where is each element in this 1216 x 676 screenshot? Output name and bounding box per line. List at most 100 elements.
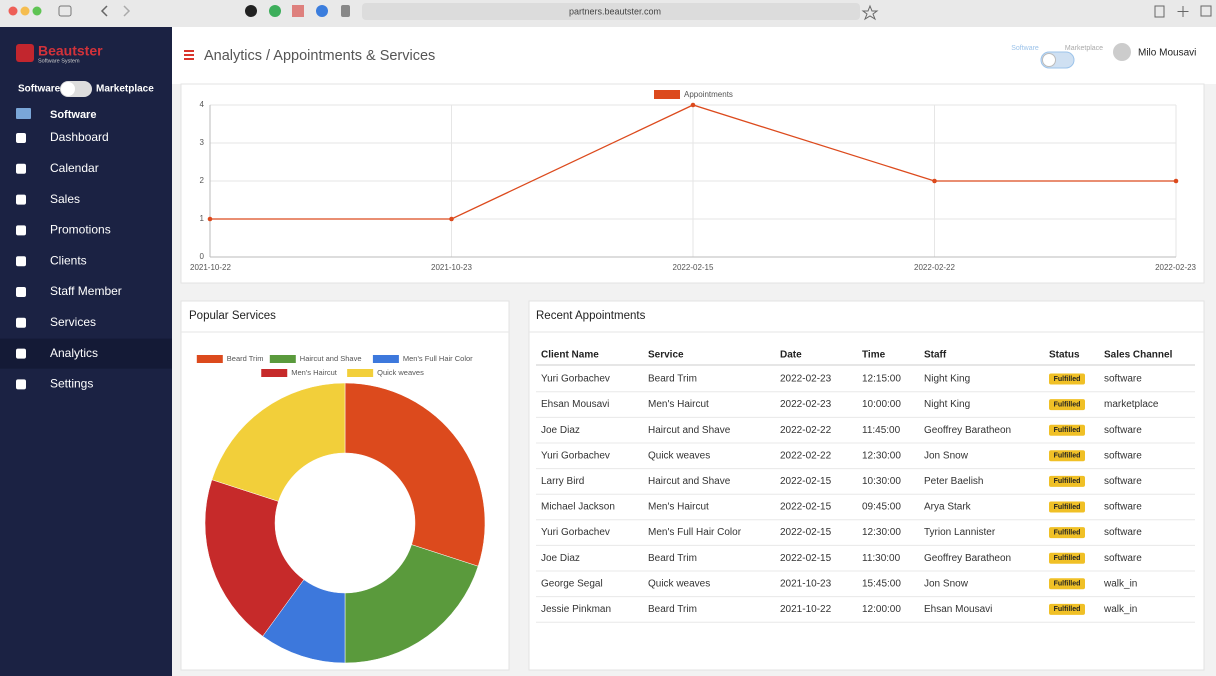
table-cell: Quick weaves [648,450,710,461]
brand-logo [16,44,34,62]
menu-item[interactable]: Dashboard [50,130,109,144]
status-label: Fulfilled [1054,376,1081,383]
menu-item[interactable]: Services [50,315,96,329]
card-title: Popular Services [189,310,276,322]
table-cell: Jessie Pinkman [541,604,611,615]
table-cell: 11:45:00 [862,425,901,436]
status-label: Fulfilled [1054,427,1081,434]
legend-label: Appointments [684,90,733,99]
column-header: Staff [924,350,947,361]
close-button[interactable] [9,7,18,16]
table-cell: Yuri Gorbachev [541,527,610,538]
menu-icon [16,287,26,297]
table-cell: 15:45:00 [862,578,901,589]
menu-item[interactable]: Promotions [50,223,111,237]
table-cell: walk_in [1103,604,1137,615]
url: partners.beautster.com [569,6,661,16]
legend-swatch [270,355,296,363]
status-label: Fulfilled [1054,555,1081,562]
toggle-label: Marketplace [96,84,154,95]
point [691,103,696,108]
table-cell: Peter Baelish [924,476,983,487]
extension-icon[interactable] [316,5,328,17]
column-header: Client Name [541,350,599,361]
brand-name: Beautster [38,43,103,59]
table-cell: Beard Trim [648,553,697,564]
menu-item[interactable]: Clients [50,253,87,267]
legend-swatch [373,355,399,363]
point [1174,179,1179,184]
y-tick-label: 2 [200,176,205,185]
x-tick-label: 2022-02-15 [673,263,714,272]
column-header: Sales Channel [1104,350,1173,361]
table-cell: Jon Snow [924,578,969,589]
menu-icon [16,349,26,359]
table-cell: 2022-02-15 [780,553,832,564]
table-cell: software [1104,527,1142,538]
card-title: Recent Appointments [536,310,646,322]
table-cell: marketplace [1104,399,1159,410]
extension-icon[interactable] [341,5,350,17]
toggle-label: Software [1011,45,1039,52]
table-cell: software [1104,425,1142,436]
table-cell: Yuri Gorbachev [541,450,610,461]
menu-item[interactable]: Settings [50,377,93,391]
table-cell: Arya Stark [924,502,972,513]
legend-label: Quick weaves [377,368,424,377]
table-cell: 2022-02-15 [780,527,832,538]
column-header: Status [1049,350,1080,361]
table-cell: 09:45:00 [862,502,901,513]
x-tick-label: 2021-10-23 [431,263,472,272]
menu-item[interactable]: Staff Member [50,284,122,298]
table-cell: Night King [924,399,970,410]
table-cell: Haircut and Shave [648,476,731,487]
maximize-button[interactable] [33,7,42,16]
table-cell: software [1104,502,1142,513]
legend-swatch [261,369,287,377]
table-cell: Yuri Gorbachev [541,374,610,385]
status-label: Fulfilled [1054,529,1081,536]
status-label: Fulfilled [1054,478,1081,485]
table-cell: Beard Trim [648,604,697,615]
table-cell: software [1104,553,1142,564]
toggle-knob [61,82,75,96]
table-cell: Geoffrey Baratheon [924,425,1011,436]
extension-icon[interactable] [269,5,281,17]
table-cell: Michael Jackson [541,502,615,513]
y-tick-label: 4 [200,100,205,109]
menu-icon [16,195,26,205]
table-cell: Tyrion Lannister [924,527,996,538]
menu-icon [16,318,26,328]
legend-swatch [197,355,223,363]
table-cell: software [1104,374,1142,385]
table-cell: 2022-02-23 [780,374,832,385]
menu-item[interactable]: Sales [50,192,80,206]
status-label: Fulfilled [1054,504,1081,511]
extension-icon[interactable] [292,5,304,17]
toggle-knob [1043,54,1056,67]
minimize-button[interactable] [21,7,30,16]
status-label: Fulfilled [1054,453,1081,460]
table-cell: Joe Diaz [541,425,580,436]
extension-icon[interactable] [245,5,257,17]
section-icon [16,108,31,119]
table-cell: walk_in [1103,578,1137,589]
menu-icon [16,164,26,174]
column-header: Service [648,350,684,361]
table-cell: Men's Haircut [648,399,709,410]
legend-label: Beard Trim [227,354,264,363]
menu-icon [16,225,26,235]
avatar[interactable] [1113,43,1131,61]
table-cell: Night King [924,374,970,385]
table-cell: Men's Haircut [648,502,709,513]
table-cell: Joe Diaz [541,553,580,564]
table-cell: Larry Bird [541,476,584,487]
table-cell: 12:15:00 [862,374,901,385]
menu-item[interactable]: Analytics [50,346,98,360]
user-name[interactable]: Milo Mousavi [1138,48,1196,59]
menu-item[interactable]: Calendar [50,161,99,175]
x-tick-label: 2021-10-22 [190,263,231,272]
table-cell: 2022-02-15 [780,476,832,487]
column-header: Date [780,350,802,361]
